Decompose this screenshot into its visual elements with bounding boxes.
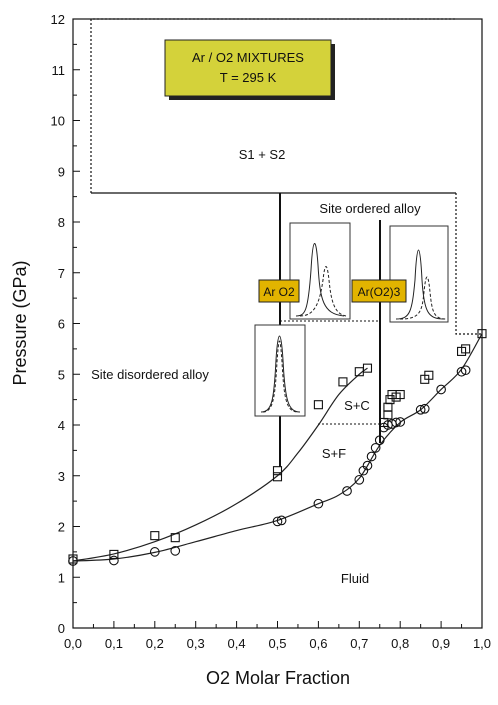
x-tick-label: 0,1 [105, 636, 123, 651]
data-points [68, 329, 487, 566]
y-tick-label: 8 [58, 215, 65, 230]
y-tick-label: 3 [58, 469, 65, 484]
square-data-point [424, 370, 434, 380]
title-box-fill [164, 39, 332, 97]
circle-data-point [276, 515, 287, 526]
inset-peak-aro2-b [299, 266, 347, 317]
x-tick-label: 0,2 [146, 636, 164, 651]
circle-data-point [415, 404, 426, 415]
y-tick-label: 7 [58, 266, 65, 281]
region-label-disordered: Site disordered alloy [91, 367, 209, 382]
y-tick-label: 12 [51, 12, 65, 27]
square-data-point [272, 466, 283, 476]
square-data-point [461, 344, 471, 354]
square-data-point [150, 531, 160, 541]
square-data-point [170, 533, 180, 543]
circle-data-point [419, 403, 430, 414]
region-label-sc: S+C [344, 398, 370, 413]
fit-curves [72, 333, 483, 562]
y-tick-label: 9 [58, 164, 65, 179]
ordered-right-dotted-boundary [455, 193, 482, 335]
x-axis-label: O2 Molar Fraction [206, 668, 350, 688]
circle-data-point [109, 555, 119, 566]
square-data-point [385, 395, 395, 405]
square-data-point [109, 549, 119, 559]
fit-curve [72, 333, 483, 562]
x-tick-label: 0,0 [64, 636, 82, 651]
square-data-point [383, 410, 393, 420]
y-axis-label: Pressure (GPa) [10, 260, 30, 385]
x-tick-label: 0,6 [309, 636, 327, 651]
square-data-point [272, 472, 283, 482]
circle-data-point [374, 435, 385, 446]
x-tick-label: 0,8 [391, 636, 409, 651]
region-label-fluid: Fluid [341, 571, 369, 586]
circle-data-point [342, 486, 352, 496]
y-tick-label: 10 [51, 114, 65, 129]
circle-data-point [436, 384, 446, 395]
inset-peak-aro2-a [295, 243, 345, 317]
inset-box-ordered-aro2 [289, 222, 351, 320]
y-tick-label: 5 [58, 367, 65, 382]
inset-peak-aro23-a [395, 249, 445, 320]
aro2-tag-bg [258, 279, 300, 303]
x-tick-label: 0,9 [432, 636, 450, 651]
inset-spectra [254, 222, 449, 417]
fit-curve [72, 367, 368, 562]
circle-data-point [362, 460, 373, 471]
circle-data-point [354, 474, 365, 485]
title-box: Ar / O2 MIXTURES T = 295 K [164, 39, 335, 100]
y-tick-label: 11 [52, 63, 66, 78]
circle-data-point [366, 451, 377, 462]
x-axis: 0,0 0,1 0,2 0,3 0,4 0,5 0,6 0,7 0,8 0,9 1,0 [64, 621, 491, 651]
circle-data-point [391, 417, 401, 428]
x-tick-label: 0,5 [268, 636, 286, 651]
y-tick-label: 4 [58, 418, 65, 433]
aro23-tag-bg [351, 279, 407, 303]
aro2-tag: Ar O2 [263, 285, 295, 299]
circle-data-point [395, 417, 406, 427]
aro23-tag: Ar(O2)3 [358, 285, 401, 299]
circle-data-point [149, 547, 160, 557]
square-data-point [383, 402, 393, 412]
x-tick-label: 0,3 [187, 636, 205, 651]
circle-data-point [170, 546, 181, 556]
inset-peak-disordered-dash [262, 340, 299, 413]
chart-subtitle: T = 295 K [220, 70, 277, 85]
chart-title: Ar / O2 MIXTURES [192, 50, 304, 65]
inset-peak-disordered [260, 335, 301, 413]
plot-frame [72, 18, 483, 629]
x-tick-label: 1,0 [473, 636, 491, 651]
region-label-sf: S+F [322, 446, 346, 461]
square-data-point [313, 400, 323, 410]
y-tick-label: 2 [58, 520, 65, 535]
region-label-s1s2: S1 + S2 [239, 147, 286, 162]
y-tick-label: 1 [58, 570, 65, 585]
circle-data-point [272, 516, 283, 527]
inset-box-ordered-aro23 [389, 225, 449, 323]
region-labels: S1 + S2 Site ordered alloy Site disorder… [91, 147, 421, 586]
compound-tags: Ar O2 Ar(O2)3 [258, 279, 407, 303]
y-tick-label: 0 [58, 621, 65, 636]
square-data-point [338, 377, 348, 387]
inset-peak-aro23-b [399, 276, 447, 320]
square-data-point [362, 363, 373, 373]
circle-data-point [313, 498, 324, 509]
inset-box-disordered [254, 324, 306, 417]
region-label-ordered: Site ordered alloy [319, 201, 421, 216]
x-tick-label: 0,4 [228, 636, 246, 651]
x-tick-label: 0,7 [350, 636, 368, 651]
circle-data-point [460, 365, 471, 376]
square-data-point [395, 389, 405, 400]
y-tick-label: 6 [58, 317, 65, 332]
circle-data-point [370, 442, 381, 453]
circle-data-point [456, 366, 467, 377]
